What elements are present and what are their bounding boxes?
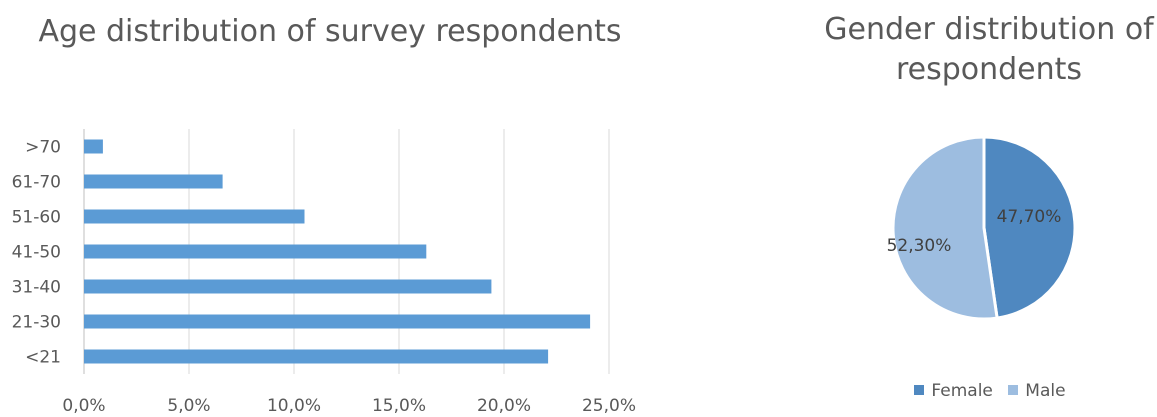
bar-21-30 (84, 314, 591, 329)
x-tick-label: 20,0% (477, 396, 531, 416)
age-bar-chart: <21 21-30 31-40 41-50 51-60 61-70 >70 0,0% 5,0%… (12, 129, 636, 416)
pie-chart-title: Gender distribution of respondents (824, 12, 1154, 87)
y-category-label: 21-30 (12, 313, 61, 333)
pie-slice-label-female: 47,70% (997, 207, 1062, 227)
bar-51-60 (84, 209, 305, 224)
bar-61-70 (84, 174, 223, 189)
bar-31-40 (84, 279, 492, 294)
pie-slice-male (891, 135, 999, 321)
pie-slice-label-male: 52,30% (887, 236, 952, 256)
x-tick-label: 10,0% (267, 396, 321, 416)
legend-item-female: Female (914, 381, 993, 401)
bar-41-50 (84, 244, 427, 259)
bar->70 (84, 139, 103, 154)
x-tick-label: 0,0% (62, 396, 105, 416)
legend-label-male: Male (1025, 381, 1066, 401)
pie-slice-female (982, 135, 1077, 320)
legend-item-male: Male (1008, 381, 1066, 401)
legend-swatch-male (1008, 385, 1019, 395)
y-category-label: 41-50 (12, 243, 61, 263)
x-tick-label: 25,0% (582, 396, 636, 416)
bar-chart-title: Age distribution of survey respondents (38, 14, 622, 49)
y-category-label: <21 (25, 348, 61, 368)
bar-<21 (84, 349, 549, 364)
y-category-label: >70 (25, 138, 61, 158)
x-tick-label: 15,0% (372, 396, 426, 416)
y-category-label: 51-60 (12, 208, 61, 228)
x-tick-label: 5,0% (167, 396, 210, 416)
pie-legend: Female Male (870, 381, 1110, 401)
legend-swatch-female (914, 385, 925, 395)
y-category-label: 61-70 (12, 173, 61, 193)
y-category-label: 31-40 (12, 278, 61, 298)
legend-label-female: Female (931, 381, 993, 401)
